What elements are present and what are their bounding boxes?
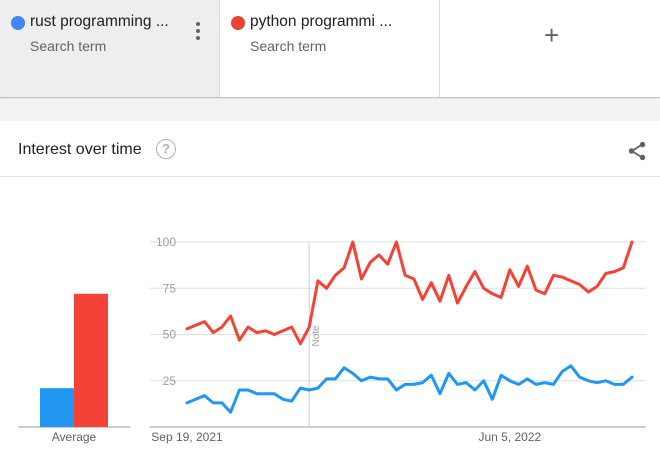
search-term-subtitle: Search term [250, 38, 327, 54]
interest-over-time-card: Interest over time ? [0, 121, 660, 460]
search-term-python[interactable]: python programmi ... Search term [220, 0, 440, 97]
add-comparison-button[interactable]: + [440, 0, 659, 97]
more-vert-icon[interactable] [195, 22, 201, 42]
search-term-name[interactable]: python programmi ... [250, 13, 393, 30]
search-term-name[interactable]: rust programming ... [30, 13, 169, 30]
search-term-subtitle: Search term [30, 38, 107, 54]
search-term-rust[interactable]: rust programming ... Search term [0, 0, 220, 97]
help-icon[interactable]: ? [156, 139, 176, 159]
plus-icon: + [544, 20, 560, 50]
share-icon[interactable] [626, 140, 648, 162]
series-color-dot-icon [11, 16, 25, 30]
series-color-dot-icon [231, 16, 245, 30]
search-terms-bar: rust programming ... Search term python … [0, 0, 660, 98]
card-header: Interest over time ? [0, 121, 660, 177]
card-title: Interest over time [18, 141, 142, 158]
section-gap [0, 99, 660, 121]
